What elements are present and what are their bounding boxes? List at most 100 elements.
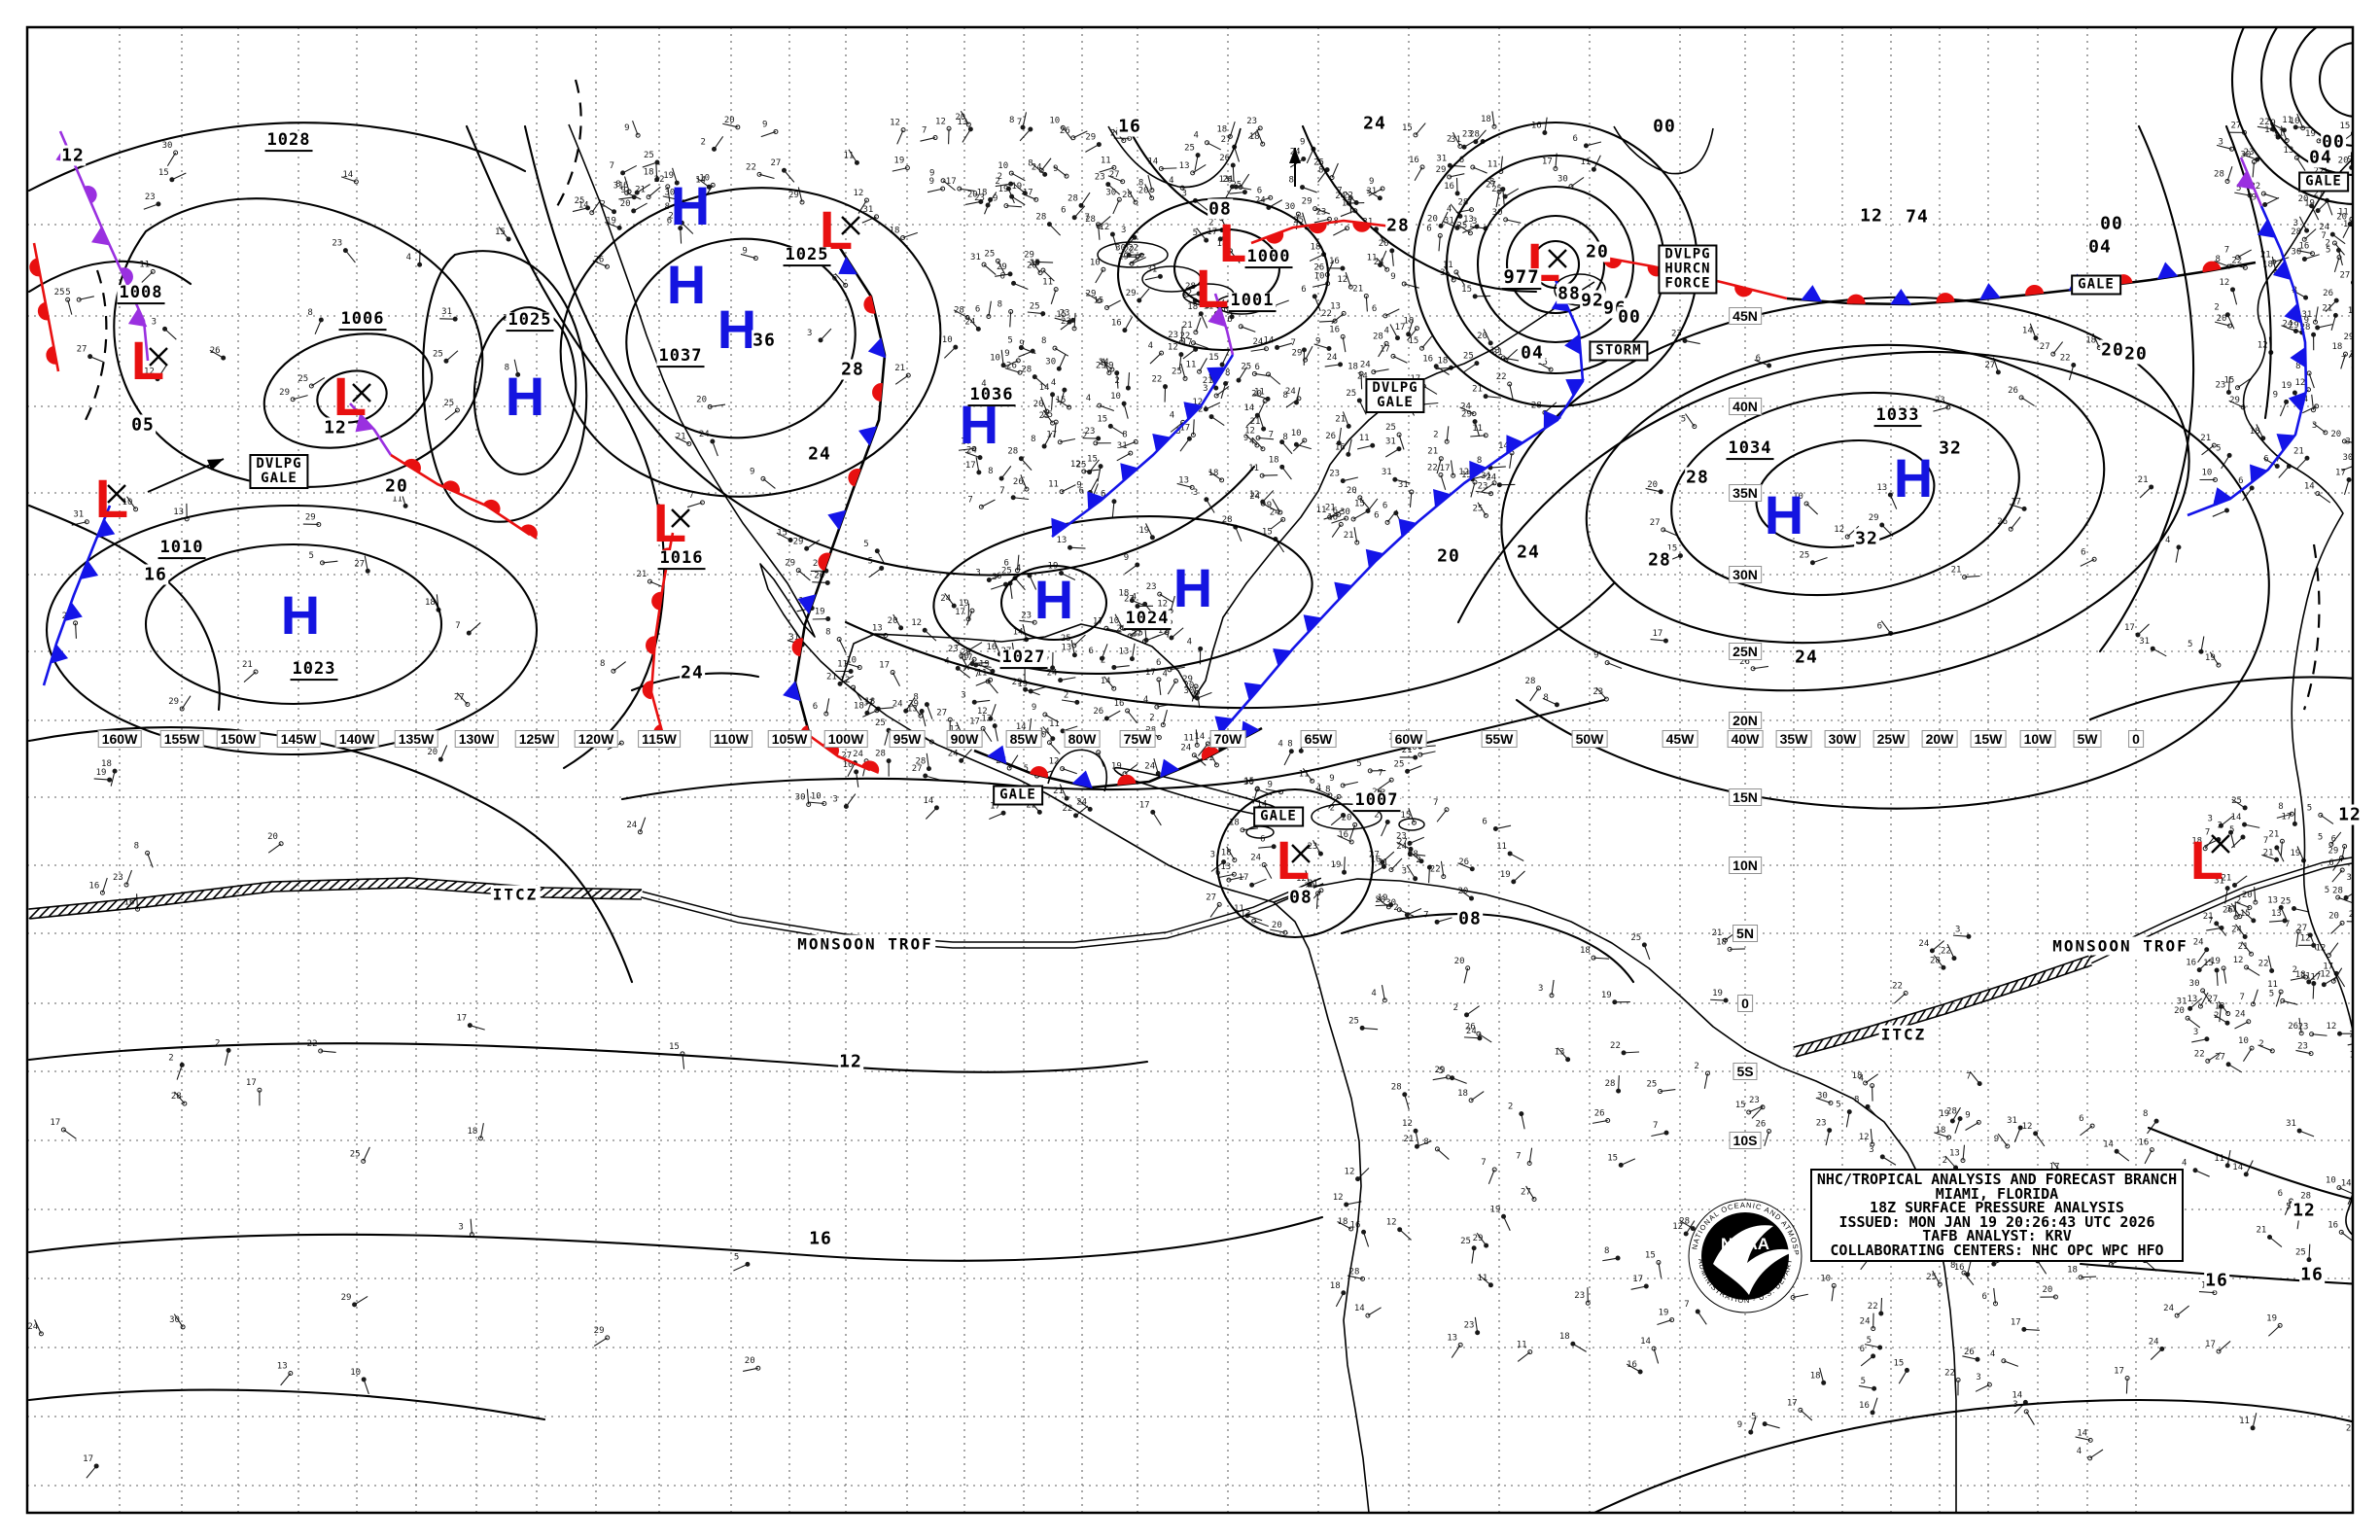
svg-text:21: 21: [2221, 873, 2231, 883]
isobar-label-35: 08: [1288, 887, 1313, 908]
svg-text:18: 18: [1580, 946, 1591, 956]
svg-text:18: 18: [1221, 849, 1232, 858]
isobar-label-1: 05: [130, 414, 156, 436]
svg-text:16: 16: [2298, 242, 2309, 252]
svg-text:8: 8: [2278, 802, 2283, 812]
svg-text:26: 26: [1027, 262, 1037, 271]
lon-label-150W: 150W: [216, 730, 261, 748]
lon-label-15W: 15W: [1970, 730, 2007, 748]
lon-label-130W: 130W: [454, 730, 499, 748]
svg-text:24: 24: [892, 699, 903, 709]
svg-text:23: 23: [1168, 331, 1178, 340]
feature-box-line: GALE: [2305, 173, 2342, 190]
svg-text:26: 26: [2288, 1022, 2298, 1032]
svg-text:12: 12: [1049, 757, 1060, 767]
feature-box-storm: STORM: [1589, 340, 1649, 362]
lon-label-60W: 60W: [1390, 730, 1427, 748]
svg-text:28: 28: [1035, 213, 1046, 223]
svg-text:3: 3: [1538, 984, 1543, 994]
svg-text:29: 29: [1085, 133, 1096, 143]
svg-text:15: 15: [1409, 336, 1419, 346]
svg-text:15: 15: [1097, 414, 1107, 424]
svg-text:24: 24: [940, 594, 951, 604]
svg-text:19: 19: [1601, 991, 1612, 1000]
svg-text:24: 24: [1360, 361, 1371, 370]
svg-text:8: 8: [2143, 1109, 2148, 1119]
svg-text:17: 17: [1440, 464, 1451, 473]
svg-text:27: 27: [2207, 995, 2218, 1004]
svg-text:3: 3: [1121, 226, 1126, 235]
svg-text:6: 6: [1079, 486, 1084, 496]
cold-front: [42, 505, 116, 686]
svg-text:17: 17: [2335, 469, 2346, 478]
svg-text:29: 29: [1302, 197, 1312, 207]
svg-text:25: 25: [1241, 362, 1251, 371]
svg-text:5: 5: [2325, 886, 2329, 895]
svg-text:9: 9: [1300, 137, 1305, 147]
svg-text:17: 17: [2310, 973, 2321, 983]
pressure-center-h-6: H: [666, 253, 707, 315]
svg-text:31: 31: [1366, 187, 1377, 196]
svg-text:15: 15: [777, 528, 788, 538]
svg-text:12: 12: [935, 117, 946, 126]
svg-text:21: 21: [1344, 531, 1354, 541]
svg-text:21: 21: [1951, 566, 1962, 576]
lon-label-135W: 135W: [394, 730, 438, 748]
svg-text:23: 23: [2358, 872, 2368, 882]
svg-text:20: 20: [620, 199, 631, 209]
svg-text:13: 13: [2283, 146, 2293, 156]
svg-text:14: 14: [1016, 722, 1027, 732]
lon-label-25W: 25W: [1872, 730, 1909, 748]
svg-text:18: 18: [1216, 124, 1227, 134]
svg-text:31: 31: [1382, 468, 1392, 477]
svg-text:6: 6: [2328, 858, 2333, 868]
svg-text:6: 6: [1255, 363, 1260, 372]
svg-text:6: 6: [2238, 476, 2243, 486]
svg-text:31: 31: [2214, 877, 2224, 887]
svg-text:25: 25: [644, 151, 654, 160]
movement-arrows: [147, 148, 1301, 493]
svg-text:6: 6: [1088, 647, 1093, 656]
svg-text:21: 21: [2263, 848, 2274, 858]
svg-text:15: 15: [1645, 1250, 1656, 1260]
svg-text:19: 19: [1659, 1309, 1669, 1318]
isobar-label-28: 20: [2123, 343, 2149, 365]
svg-text:11: 11: [843, 151, 854, 160]
svg-text:22: 22: [1179, 332, 1190, 341]
svg-text:29: 29: [279, 388, 290, 398]
lon-label-95W: 95W: [889, 730, 926, 748]
svg-text:27: 27: [2215, 1053, 2225, 1063]
svg-text:12: 12: [1192, 398, 1203, 407]
svg-text:17: 17: [1632, 1275, 1643, 1284]
svg-text:24: 24: [1466, 1027, 1477, 1036]
svg-text:8: 8: [1423, 1138, 1428, 1147]
svg-text:13: 13: [2267, 896, 2278, 906]
svg-text:17: 17: [2281, 812, 2292, 822]
svg-text:12: 12: [1672, 1222, 1683, 1232]
svg-text:20: 20: [1454, 957, 1465, 966]
svg-text:25: 25: [1491, 185, 1502, 194]
isobar-label-12: 00: [1652, 116, 1677, 137]
svg-text:11: 11: [1488, 159, 1498, 169]
isobar-label-18: 92: [1580, 290, 1605, 311]
svg-text:12: 12: [1337, 275, 1348, 285]
svg-text:5: 5: [1867, 1336, 1872, 1346]
isobar-label-25: 32: [1938, 438, 1963, 459]
svg-text:9: 9: [1004, 349, 1009, 359]
svg-text:10: 10: [990, 354, 1000, 364]
feature-box-dvlpg-gale: DVLPG GALE: [249, 454, 309, 489]
svg-text:14: 14: [2231, 813, 2242, 822]
svg-text:5: 5: [2318, 832, 2323, 842]
svg-text:6: 6: [1382, 502, 1387, 511]
svg-text:20: 20: [1347, 486, 1357, 496]
svg-text:2: 2: [1942, 1156, 1947, 1166]
svg-text:17: 17: [990, 801, 1000, 811]
svg-text:26: 26: [814, 571, 824, 580]
svg-text:15: 15: [1094, 297, 1104, 306]
svg-text:8: 8: [307, 308, 312, 318]
svg-text:13: 13: [1876, 483, 1887, 493]
svg-text:8: 8: [2295, 362, 2300, 371]
svg-text:30: 30: [1184, 686, 1195, 696]
svg-text:8: 8: [2216, 255, 2221, 264]
annotation-itcz: ITCZ: [490, 885, 541, 904]
